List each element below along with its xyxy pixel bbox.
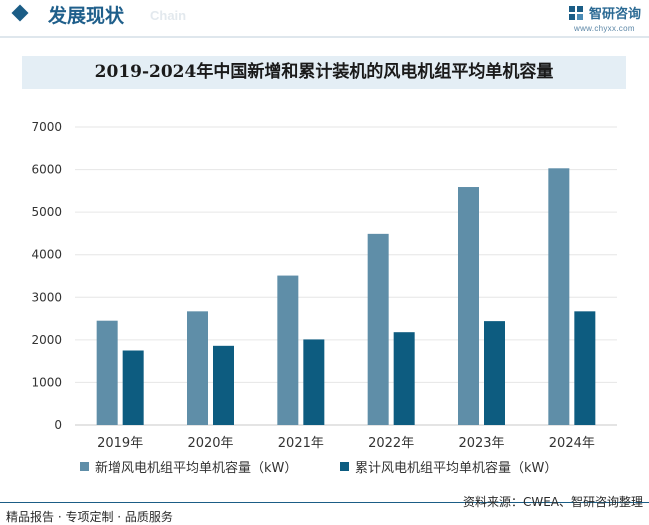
bar-chart: 0 1000 2000 3000 4000 5000 6000 7000 2019年 2020年 2… (31, 120, 617, 451)
y-tick-label: 4000 (31, 248, 62, 262)
bar-new (367, 233, 389, 425)
bar-new (187, 311, 208, 425)
legend-item-cumulative: 累计风电机组平均单机容量（kW） (340, 457, 557, 476)
brand-url: www.chyxx.com (574, 24, 635, 33)
x-tick-label: 2022年 (368, 436, 414, 451)
y-tick-label: 6000 (31, 163, 62, 177)
legend-swatch-cumulative (340, 462, 349, 471)
bar-new (277, 275, 299, 425)
section-subtitle-en: Chain (150, 8, 187, 23)
y-tick-label: 5000 (31, 205, 62, 219)
section-title: 发展现状 (48, 5, 125, 27)
bar-cumulative (484, 321, 505, 425)
x-tick-label: 2019年 (97, 436, 143, 451)
brand-logo-icon (569, 6, 583, 20)
chart-title: 2019-2024年中国新增和累计装机的风电机组平均单机容量 (94, 62, 554, 82)
chart-legend: 新增风电机组平均单机容量（kW） 累计风电机组平均单机容量（kW） (0, 457, 649, 477)
y-tick-label: 2000 (31, 333, 62, 347)
y-tick-label: 0 (54, 418, 62, 432)
x-tick-label: 2021年 (278, 436, 324, 451)
legend-label-cumulative: 累计风电机组平均单机容量（kW） (355, 461, 558, 476)
legend-label-new: 新增风电机组平均单机容量（kW） (95, 461, 298, 476)
legend-item-new: 新增风电机组平均单机容量（kW） (80, 457, 297, 476)
y-tick-label: 1000 (31, 375, 62, 389)
footer-divider (0, 502, 649, 503)
bar-cumulative (213, 345, 234, 425)
chart-title-band (22, 56, 626, 89)
footer-slogan: 精品报告 · 专项定制 · 品质服务 (6, 510, 173, 524)
bar-cumulative (393, 332, 415, 425)
legend-swatch-new (80, 462, 89, 471)
bar-cumulative (122, 350, 144, 425)
bar-cumulative (303, 339, 325, 425)
bar-new (458, 187, 479, 425)
x-tick-label: 2024年 (549, 436, 595, 451)
header-divider (0, 36, 649, 38)
data-source: 资料来源：CWEA、智研咨询整理 (462, 495, 643, 509)
x-tick-label: 2023年 (458, 436, 504, 451)
bar-cumulative (574, 311, 596, 425)
page-header: 发展现状 Chain 智研咨询 www.chyxx.com (0, 0, 649, 34)
y-tick-label: 3000 (31, 290, 62, 304)
bar-new (548, 168, 570, 425)
diamond-icon (11, 4, 29, 22)
y-tick-label: 7000 (31, 120, 62, 134)
x-tick-label: 2020年 (187, 436, 233, 451)
bar-new (96, 320, 118, 425)
brand-name: 智研咨询 (589, 7, 642, 22)
